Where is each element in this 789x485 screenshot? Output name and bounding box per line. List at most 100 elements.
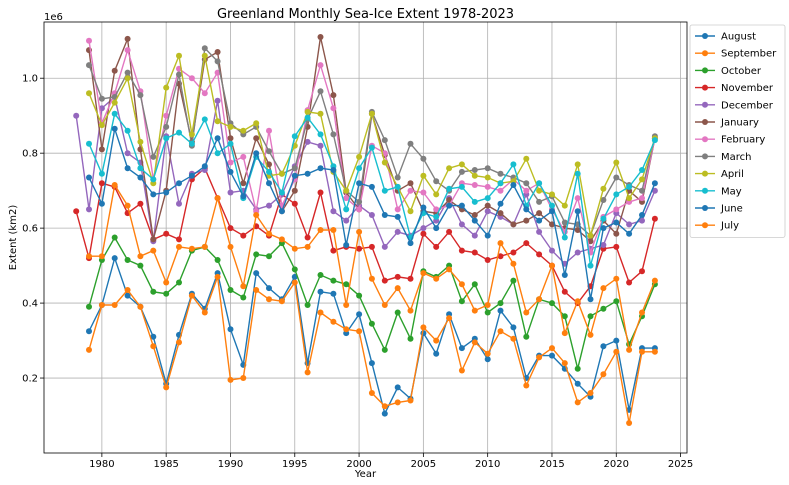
data-point-february: [330, 105, 337, 112]
data-point-december: [304, 138, 311, 145]
data-point-july: [214, 195, 221, 202]
data-point-october: [356, 292, 363, 299]
data-point-september: [381, 403, 388, 410]
data-point-april: [343, 187, 350, 194]
data-point-december: [639, 217, 645, 224]
data-point-october: [510, 277, 517, 284]
data-point-february: [420, 189, 427, 196]
data-point-november: [613, 243, 620, 250]
data-point-september: [86, 346, 92, 353]
data-point-september: [253, 287, 260, 293]
data-point-june: [626, 230, 633, 237]
data-point-november: [536, 251, 543, 258]
data-point-august: [253, 270, 260, 277]
series-line-december: [75, 95, 656, 265]
data-point-march: [86, 62, 92, 69]
data-point-october: [523, 333, 530, 340]
data-point-july: [574, 298, 581, 305]
data-point-june: [278, 208, 285, 215]
data-point-august: [86, 328, 92, 335]
y-tick-label: 0.2: [22, 374, 38, 385]
data-point-february: [639, 195, 645, 202]
data-point-march: [613, 174, 620, 181]
data-point-september: [497, 328, 504, 335]
data-point-may: [176, 129, 182, 136]
data-point-august: [600, 343, 607, 350]
data-point-february: [188, 75, 195, 82]
data-point-april: [536, 187, 543, 194]
data-point-july: [381, 302, 388, 308]
legend-label: November: [721, 83, 774, 94]
data-point-november: [484, 257, 491, 263]
data-point-august: [317, 288, 324, 295]
data-point-april: [433, 191, 440, 198]
data-point-october: [471, 281, 478, 288]
data-point-july: [600, 285, 607, 292]
data-point-october: [497, 300, 504, 307]
data-point-december: [651, 187, 658, 194]
data-point-december: [73, 112, 80, 119]
data-point-may: [381, 187, 388, 194]
data-point-may: [458, 183, 465, 190]
data-point-december: [86, 206, 92, 213]
data-point-september: [98, 302, 105, 308]
legend-swatch-marker: [702, 33, 708, 39]
data-point-january: [291, 187, 298, 194]
data-point-june: [523, 206, 530, 213]
data-point-december: [394, 228, 401, 235]
data-point-june: [137, 174, 144, 181]
data-point-may: [291, 133, 298, 140]
data-point-june: [471, 217, 478, 224]
data-point-august: [266, 285, 272, 292]
data-point-november: [98, 180, 105, 187]
data-point-april: [368, 110, 375, 117]
data-point-june: [188, 172, 195, 179]
data-point-may: [484, 195, 491, 202]
data-point-october: [317, 272, 324, 278]
legend-label: April: [721, 169, 744, 180]
legend-label: May: [721, 186, 742, 197]
data-point-september: [651, 348, 658, 355]
data-point-august: [574, 380, 581, 387]
data-point-november: [407, 275, 414, 282]
data-point-january: [240, 180, 247, 187]
data-point-september: [330, 318, 337, 325]
data-point-january: [523, 217, 530, 224]
legend-swatch-marker: [702, 50, 708, 57]
x-tick-label: 1980: [89, 459, 114, 470]
data-point-july: [626, 346, 633, 353]
data-point-november: [561, 288, 568, 295]
data-point-january: [549, 221, 555, 228]
data-point-july: [343, 302, 350, 308]
data-point-april: [111, 99, 118, 106]
data-point-september: [278, 298, 285, 305]
data-point-march: [600, 197, 607, 203]
series-august: [86, 255, 658, 417]
legend-box: [689, 24, 786, 238]
data-point-may: [600, 215, 607, 222]
data-point-october: [368, 320, 375, 327]
data-point-september: [407, 397, 414, 404]
data-point-september: [137, 303, 144, 310]
legend-item-september: September: [695, 49, 777, 60]
data-point-july: [291, 245, 298, 252]
y-axis-offset-label: 1e6: [44, 12, 63, 23]
data-point-august: [124, 292, 131, 299]
data-point-april: [407, 208, 414, 215]
data-point-october: [304, 302, 311, 308]
data-point-january: [536, 210, 543, 217]
data-point-september: [639, 348, 645, 355]
data-point-february: [86, 37, 92, 44]
data-point-july: [98, 253, 105, 260]
data-point-april: [587, 232, 594, 239]
data-point-december: [626, 221, 633, 228]
data-point-october: [137, 262, 144, 269]
data-point-march: [291, 165, 298, 172]
data-point-june: [356, 180, 363, 187]
data-point-march: [124, 69, 131, 76]
data-point-november: [433, 243, 440, 250]
data-point-october: [86, 303, 92, 310]
data-point-november: [137, 200, 144, 207]
legend-swatch-marker: [702, 119, 708, 125]
